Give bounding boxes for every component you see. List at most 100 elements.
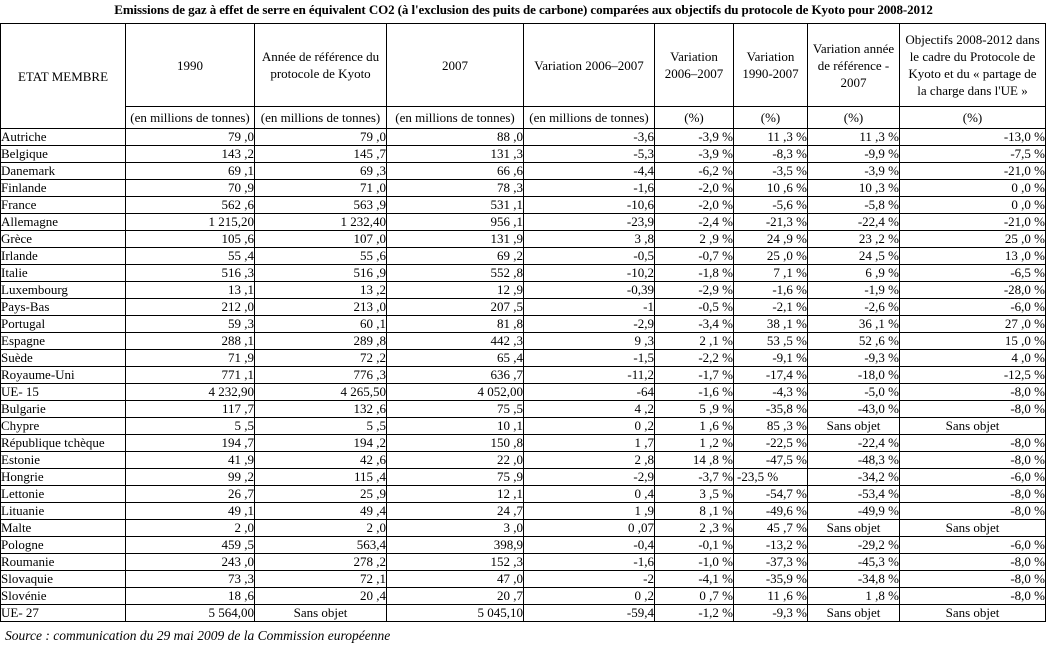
value-cell: 516 ,3 <box>125 264 255 282</box>
value-cell: 10 ,3 % <box>807 179 900 197</box>
value-cell: 1 215,20 <box>125 213 255 231</box>
value-cell: 11 ,6 % <box>733 587 808 605</box>
unit-millions-tonnes: (en millions de tonnes) <box>523 106 655 129</box>
value-cell: 0 ,7 % <box>654 587 734 605</box>
unit-percent: (%) <box>807 106 900 129</box>
member-name-cell: Espagne <box>0 332 126 350</box>
value-cell: 11 ,3 % <box>807 128 900 146</box>
value-cell: -12,5 % <box>899 366 1046 384</box>
header-variation-annee-reference-2007: Variation année de référence - 2007 <box>807 23 900 107</box>
value-cell: 25 ,0 % <box>733 247 808 265</box>
value-cell: -8,0 % <box>899 400 1046 418</box>
header-variation-1990-2007: Variation 1990-2007 <box>733 23 808 107</box>
value-cell: 5 ,9 % <box>654 400 734 418</box>
table-row: UE- 15 4 232,90 4 265,50 4 052,00 -64 -1,6 % -… <box>0 383 1046 401</box>
value-cell: -1,5 <box>523 349 655 367</box>
value-cell: -8,0 % <box>899 587 1046 605</box>
member-name-cell: Finlande <box>0 179 126 197</box>
value-cell: -1,9 % <box>807 281 900 299</box>
value-cell: 12 ,1 <box>386 485 524 503</box>
value-cell: -3,7 % <box>654 468 734 486</box>
header-row-main: ETAT MEMBRE 1990 Année de référence du p… <box>0 23 1046 129</box>
value-cell: 72 ,1 <box>254 570 387 588</box>
value-cell: -3,9 % <box>654 145 734 163</box>
document-title: Emissions de gaz à effet de serre en équ… <box>114 2 933 17</box>
value-cell: 1 ,9 <box>523 502 655 520</box>
value-cell: 956 ,1 <box>386 213 524 231</box>
value-cell: -0,5 <box>523 247 655 265</box>
value-cell: 10 ,1 <box>386 417 524 435</box>
value-cell: 1 232,40 <box>254 213 387 231</box>
table-row: Roumanie 243 ,0 278 ,2 152 ,3 -1,6 -1,0 % -37,… <box>0 553 1046 571</box>
emissions-table: ETAT MEMBRE 1990 Année de référence du p… <box>0 23 1046 622</box>
value-cell: 105 ,6 <box>125 230 255 248</box>
value-cell: -1,6 % <box>733 281 808 299</box>
value-cell: Sans objet <box>899 519 1046 537</box>
member-name-cell: Malte <box>0 519 126 537</box>
value-cell: 1 ,6 % <box>654 417 734 435</box>
value-cell: 194 ,2 <box>254 434 387 452</box>
value-cell: 771 ,1 <box>125 366 255 384</box>
value-cell: -13,0 % <box>899 128 1046 146</box>
table-row: Italie 516 ,3 516 ,9 552 ,8 -10,2 -1,8 % 7 ,1 … <box>0 264 1046 282</box>
value-cell: 5 ,5 <box>125 417 255 435</box>
value-cell: -23,5 % <box>733 468 808 486</box>
value-cell: -5,3 <box>523 145 655 163</box>
member-name-cell: Slovaquie <box>0 570 126 588</box>
value-cell: -43,0 % <box>807 400 900 418</box>
table-row: Slovénie 18 ,6 20 ,4 20 ,7 0 ,2 0 ,7 % 11 ,6 %… <box>0 587 1046 605</box>
value-cell: -5,0 % <box>807 383 900 401</box>
value-cell: 3 ,8 <box>523 230 655 248</box>
value-cell: 115 ,4 <box>254 468 387 486</box>
value-cell: -18,0 % <box>807 366 900 384</box>
table-row: Estonie 41 ,9 42 ,6 22 ,0 2 ,8 14 ,8 % -47,5 %… <box>0 451 1046 469</box>
value-cell: 69 ,3 <box>254 162 387 180</box>
value-cell: 45 ,7 % <box>733 519 808 537</box>
value-cell: 85 ,3 % <box>733 417 808 435</box>
value-cell: -1,2 % <box>654 604 734 622</box>
member-name-cell: République tchèque <box>0 434 126 452</box>
value-cell: 27 ,0 % <box>899 315 1046 333</box>
table-row: Hongrie 99 ,2 115 ,4 75 ,9 -2,9 -3,7 % -23,5 %… <box>0 468 1046 486</box>
table-row: Bulgarie 117 ,7 132 ,6 75 ,5 4 ,2 5 ,9 % -35,8… <box>0 400 1046 418</box>
value-cell: -7,5 % <box>899 145 1046 163</box>
value-cell: 11 ,3 % <box>733 128 808 146</box>
source-note: Source : communication du 29 mai 2009 de… <box>5 628 391 643</box>
value-cell: -1,6 <box>523 553 655 571</box>
header-objectifs-2008-2012: Objectifs 2008-2012 dans le cadre du Pro… <box>899 23 1046 107</box>
table-row: Royaume-Uni 771 ,1 776 ,3 636 ,7 -11,2 -1,7 %… <box>0 366 1046 384</box>
header-row-units: (en millions de tonnes) (en millions de … <box>1 106 1046 129</box>
value-cell: -64 <box>523 383 655 401</box>
value-cell: 1 ,7 <box>523 434 655 452</box>
value-cell: 41 ,9 <box>125 451 255 469</box>
value-cell: 79 ,0 <box>254 128 387 146</box>
value-cell: 0 ,07 <box>523 519 655 537</box>
value-cell: -3,5 % <box>733 162 808 180</box>
table-row: Luxembourg 13 ,1 13 ,2 12 ,9 -0,39 -2,9 % -1,6… <box>0 281 1046 299</box>
value-cell: -0,7 % <box>654 247 734 265</box>
header-annee-reference: Année de référence du protocole de Kyoto <box>254 23 387 107</box>
value-cell: -45,3 % <box>807 553 900 571</box>
value-cell: 25 ,0 % <box>899 230 1046 248</box>
value-cell: 75 ,5 <box>386 400 524 418</box>
value-cell: 18 ,6 <box>125 587 255 605</box>
member-name-cell: Chypre <box>0 417 126 435</box>
table-row: Finlande 70 ,9 71 ,0 78 ,3 -1,6 -2,0 % 10 ,6 %… <box>0 179 1046 197</box>
value-cell: 14 ,8 % <box>654 451 734 469</box>
value-cell: -8,0 % <box>899 451 1046 469</box>
value-cell: 194 ,7 <box>125 434 255 452</box>
value-cell: 4 265,50 <box>254 383 387 401</box>
header-1990: 1990 <box>125 23 255 107</box>
value-cell: 1 ,2 % <box>654 434 734 452</box>
value-cell: -2,0 % <box>654 196 734 214</box>
value-cell: 13 ,2 <box>254 281 387 299</box>
value-cell: -8,0 % <box>899 383 1046 401</box>
value-cell: Sans objet <box>807 417 900 435</box>
value-cell: 531 ,1 <box>386 196 524 214</box>
value-cell: 65 ,4 <box>386 349 524 367</box>
value-cell: -22,4 % <box>807 213 900 231</box>
value-cell: -2,2 % <box>654 349 734 367</box>
value-cell: -21,3 % <box>733 213 808 231</box>
member-name-cell: UE- 27 <box>0 604 126 622</box>
table-row: Allemagne 1 215,20 1 232,40 956 ,1 -23,9 -2,4… <box>0 213 1046 231</box>
